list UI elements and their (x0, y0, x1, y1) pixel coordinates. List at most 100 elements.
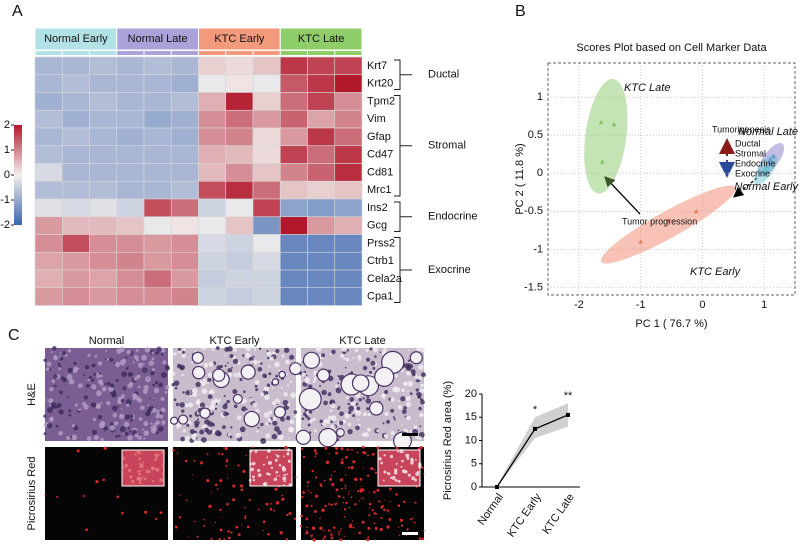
texture (243, 390, 246, 394)
colorbar-tick-label: -2 (0, 219, 10, 231)
texture (248, 498, 251, 501)
texture (193, 520, 196, 523)
texture (148, 360, 154, 366)
heatmap-cell (89, 92, 118, 111)
heatmap-cell (170, 74, 199, 93)
heatmap-cell (334, 163, 363, 182)
texture (392, 416, 396, 419)
heatmap-cell (116, 287, 145, 306)
texture (287, 403, 291, 407)
texture (327, 529, 331, 532)
texture (214, 398, 218, 402)
heatmap-cell (61, 163, 90, 182)
texture (379, 351, 382, 354)
point (764, 164, 770, 170)
texture (127, 427, 130, 430)
point (761, 169, 767, 174)
texture (190, 360, 194, 364)
texture (283, 480, 286, 483)
heatmap-cell (198, 92, 227, 111)
texture (254, 348, 257, 351)
texture (339, 411, 344, 417)
heatmap-cell (143, 269, 172, 289)
texture (53, 355, 58, 359)
texture (267, 417, 272, 422)
texture (402, 500, 406, 504)
texture (282, 476, 287, 481)
texture (403, 406, 407, 410)
heatmap-cell (252, 92, 281, 111)
texture (388, 518, 392, 521)
texture (49, 368, 52, 371)
texture (321, 508, 325, 512)
texture (97, 414, 103, 420)
texture (368, 514, 371, 517)
heatmap-cell (198, 287, 227, 306)
texture (92, 417, 96, 422)
texture (252, 402, 258, 408)
heatmap-cell (170, 180, 199, 200)
texture (276, 454, 280, 458)
texture (302, 455, 306, 459)
texture (309, 418, 313, 423)
texture (410, 457, 413, 461)
texture (344, 484, 347, 487)
image-row-label: H&E (26, 383, 38, 406)
texture (227, 362, 229, 364)
texture (293, 415, 297, 419)
texture (110, 383, 115, 388)
texture (180, 366, 184, 370)
texture (400, 465, 403, 468)
texture (252, 359, 258, 365)
texture (208, 361, 214, 367)
texture (100, 402, 103, 405)
texture (216, 488, 219, 490)
texture (223, 411, 229, 417)
heatmap-cell (170, 163, 199, 182)
texture (122, 386, 127, 391)
texture (237, 464, 240, 467)
gene-label: Mrc1 (367, 184, 391, 196)
texture (384, 390, 389, 395)
heatmap-cell (89, 180, 118, 200)
texture (419, 446, 423, 449)
legend-item: Stromal (735, 148, 766, 158)
texture (151, 467, 153, 469)
legend-title: Tumorigenesis (712, 124, 771, 134)
texture (97, 361, 103, 366)
texture (250, 467, 255, 472)
texture (103, 446, 107, 450)
point (693, 208, 699, 214)
texture (366, 427, 372, 432)
lumen (240, 364, 256, 380)
texture (321, 353, 326, 358)
texture (328, 453, 330, 455)
texture (194, 423, 199, 428)
texture (406, 401, 412, 408)
texture (365, 398, 372, 404)
texture (251, 475, 255, 479)
heatmap-cell (34, 145, 63, 164)
texture (414, 458, 417, 461)
heatmap-cell (225, 74, 254, 93)
texture (410, 461, 414, 465)
texture (59, 352, 62, 354)
texture (48, 398, 54, 404)
texture (368, 491, 370, 493)
texture (423, 473, 425, 475)
texture (232, 347, 237, 352)
texture (367, 412, 372, 417)
texture (344, 366, 347, 369)
texture (182, 429, 187, 433)
heatmap-cell (279, 287, 308, 306)
heatmap-cell (34, 92, 63, 111)
texture (66, 436, 71, 441)
gene-label: Cd81 (367, 166, 393, 178)
texture (157, 425, 164, 432)
histology-image (295, 346, 426, 451)
texture (265, 433, 271, 439)
texture (210, 537, 213, 541)
texture (315, 409, 318, 412)
texture (288, 437, 291, 440)
